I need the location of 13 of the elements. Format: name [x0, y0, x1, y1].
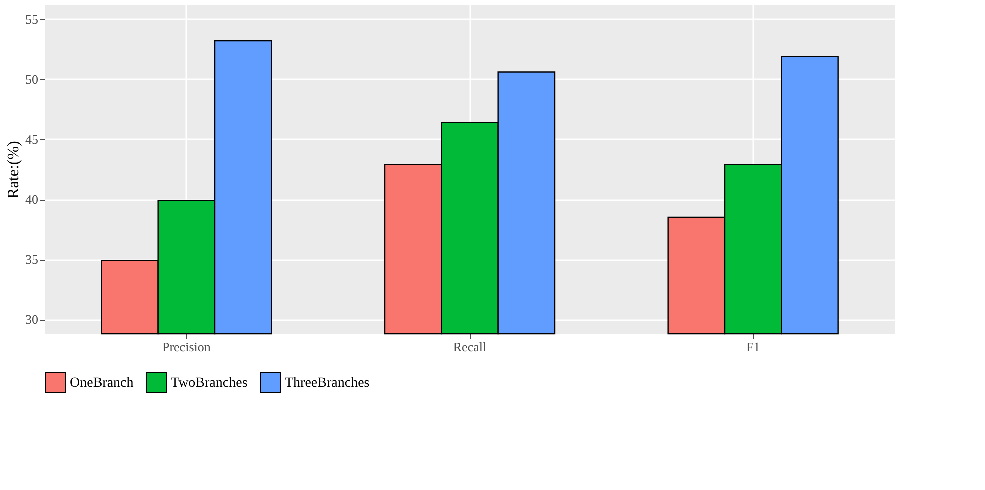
y-tick-label: 55: [26, 12, 38, 27]
y-tick-label: 50: [26, 72, 38, 87]
x-tick-label: Recall: [453, 340, 487, 354]
legend-label: OneBranch: [70, 376, 134, 391]
y-tick-label: 45: [26, 132, 38, 147]
y-axis-title: Rate:(%): [6, 141, 22, 199]
legend-label: ThreeBranches: [285, 376, 370, 391]
x-tick-label: Precision: [162, 340, 212, 354]
y-tick-label: 40: [26, 192, 38, 208]
legend-label: TwoBranches: [171, 376, 248, 391]
y-tick-label: 35: [26, 252, 38, 268]
y-tick-label: 30: [26, 312, 38, 328]
x-tick-label: F1: [746, 340, 760, 354]
